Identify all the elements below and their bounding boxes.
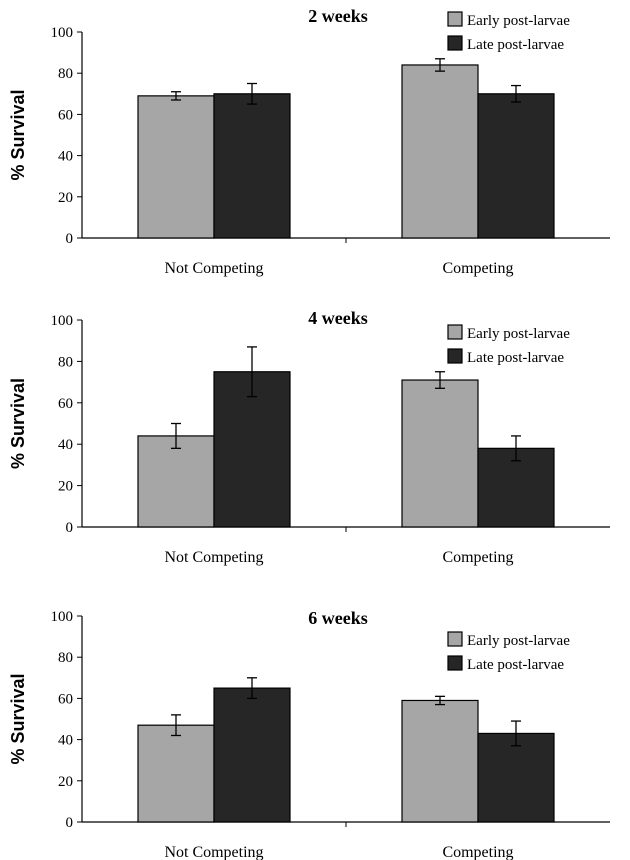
- category-label: Competing: [442, 844, 513, 860]
- chart-title: 6 weeks: [308, 608, 368, 628]
- bar-late: [477, 93, 555, 239]
- bar-early: [137, 95, 215, 239]
- y-tick-label: 20: [58, 774, 73, 790]
- legend-label-early: Early post-larvae: [467, 326, 570, 342]
- chart-title: 2 weeks: [308, 6, 368, 26]
- bar-early: [137, 435, 215, 528]
- bar-late: [213, 93, 291, 239]
- bar-early: [401, 64, 479, 239]
- legend-label-late: Late post-larvae: [467, 657, 564, 673]
- y-axis-label: % Survival: [8, 89, 28, 180]
- y-tick-label: 0: [66, 815, 74, 831]
- category-label: Not Competing: [164, 844, 263, 860]
- y-tick-label: 100: [51, 609, 74, 625]
- legend-label-early: Early post-larvae: [467, 633, 570, 649]
- bar-late: [213, 687, 291, 823]
- y-tick-label: 0: [66, 231, 74, 247]
- y-tick-label: 80: [58, 650, 73, 666]
- panel-2-weeks: 0 20 40 60 80 100 Not Competing Competing 2 week…: [8, 6, 610, 277]
- y-tick-label: 80: [58, 354, 73, 370]
- panel-6-weeks: 0 20 40 60 80 100 Not Competing Competing 6 week…: [8, 608, 610, 860]
- y-tick-label: 60: [58, 691, 73, 707]
- bar-early: [401, 379, 479, 528]
- y-tick-label: 60: [58, 107, 73, 123]
- legend-label-late: Late post-larvae: [467, 37, 564, 53]
- legend-label-early: Early post-larvae: [467, 13, 570, 29]
- legend-swatch-early: [447, 631, 463, 647]
- bar-early: [137, 724, 215, 823]
- legend-swatch-late: [447, 655, 463, 671]
- y-tick-label: 20: [58, 479, 73, 495]
- y-tick-label: 40: [58, 437, 73, 453]
- bar-early: [401, 699, 479, 823]
- y-tick-label: 80: [58, 66, 73, 82]
- bar-late: [213, 371, 291, 528]
- bar-late: [477, 447, 555, 528]
- panel-4-weeks: 0 20 40 60 80 100 Not Competing Competing 4 week…: [8, 308, 610, 566]
- legend-swatch-early: [447, 324, 463, 340]
- category-label: Not Competing: [164, 260, 263, 277]
- legend-swatch-late: [447, 35, 463, 51]
- category-label: Competing: [442, 260, 513, 277]
- y-axis-label: % Survival: [8, 378, 28, 469]
- y-tick-label: 100: [51, 313, 74, 329]
- category-label: Not Competing: [164, 549, 263, 566]
- y-tick-label: 40: [58, 733, 73, 749]
- category-label: Competing: [442, 549, 513, 566]
- legend-swatch-early: [447, 11, 463, 27]
- bar-late: [477, 732, 555, 823]
- y-tick-label: 40: [58, 149, 73, 165]
- y-tick-label: 20: [58, 190, 73, 206]
- y-axis-label: % Survival: [8, 673, 28, 764]
- legend-swatch-late: [447, 348, 463, 364]
- legend-label-late: Late post-larvae: [467, 350, 564, 366]
- y-tick-label: 0: [66, 520, 74, 536]
- y-tick-label: 100: [51, 25, 74, 41]
- chart-title: 4 weeks: [308, 308, 368, 328]
- y-tick-label: 60: [58, 396, 73, 412]
